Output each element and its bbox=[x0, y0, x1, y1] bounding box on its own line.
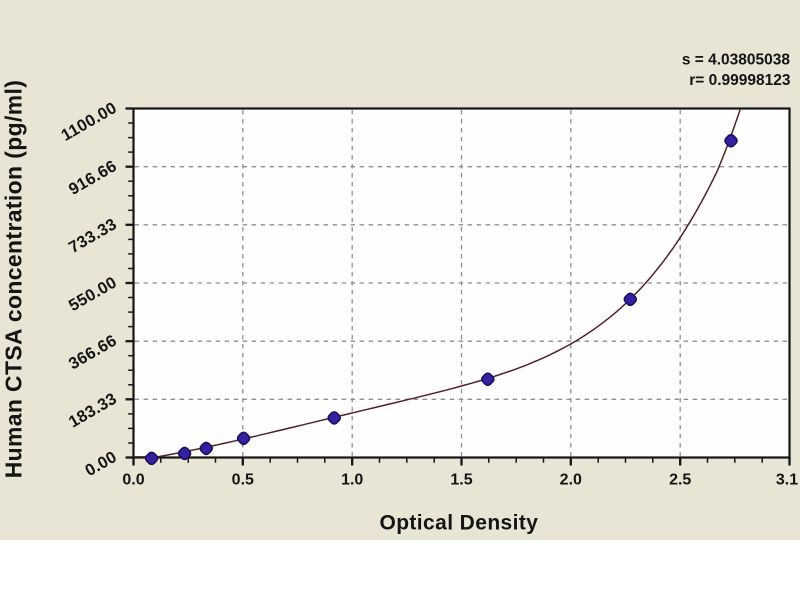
svg-text:2.0: 2.0 bbox=[560, 472, 582, 489]
svg-text:Human CTSA concentration (pg/: Human CTSA concentration (pg/ml) bbox=[1, 80, 27, 479]
svg-text:3.1: 3.1 bbox=[776, 472, 798, 489]
svg-text:0.0: 0.0 bbox=[122, 472, 144, 489]
svg-text:s = 4.03805038: s = 4.03805038 bbox=[682, 52, 791, 69]
svg-text:2.5: 2.5 bbox=[669, 472, 691, 489]
svg-text:Optical Density: Optical Density bbox=[379, 511, 538, 534]
svg-text:r= 0.99998123: r= 0.99998123 bbox=[689, 72, 791, 89]
svg-text:0.5: 0.5 bbox=[232, 472, 254, 489]
svg-text:1.0: 1.0 bbox=[341, 472, 363, 489]
svg-text:1.5: 1.5 bbox=[450, 472, 472, 489]
